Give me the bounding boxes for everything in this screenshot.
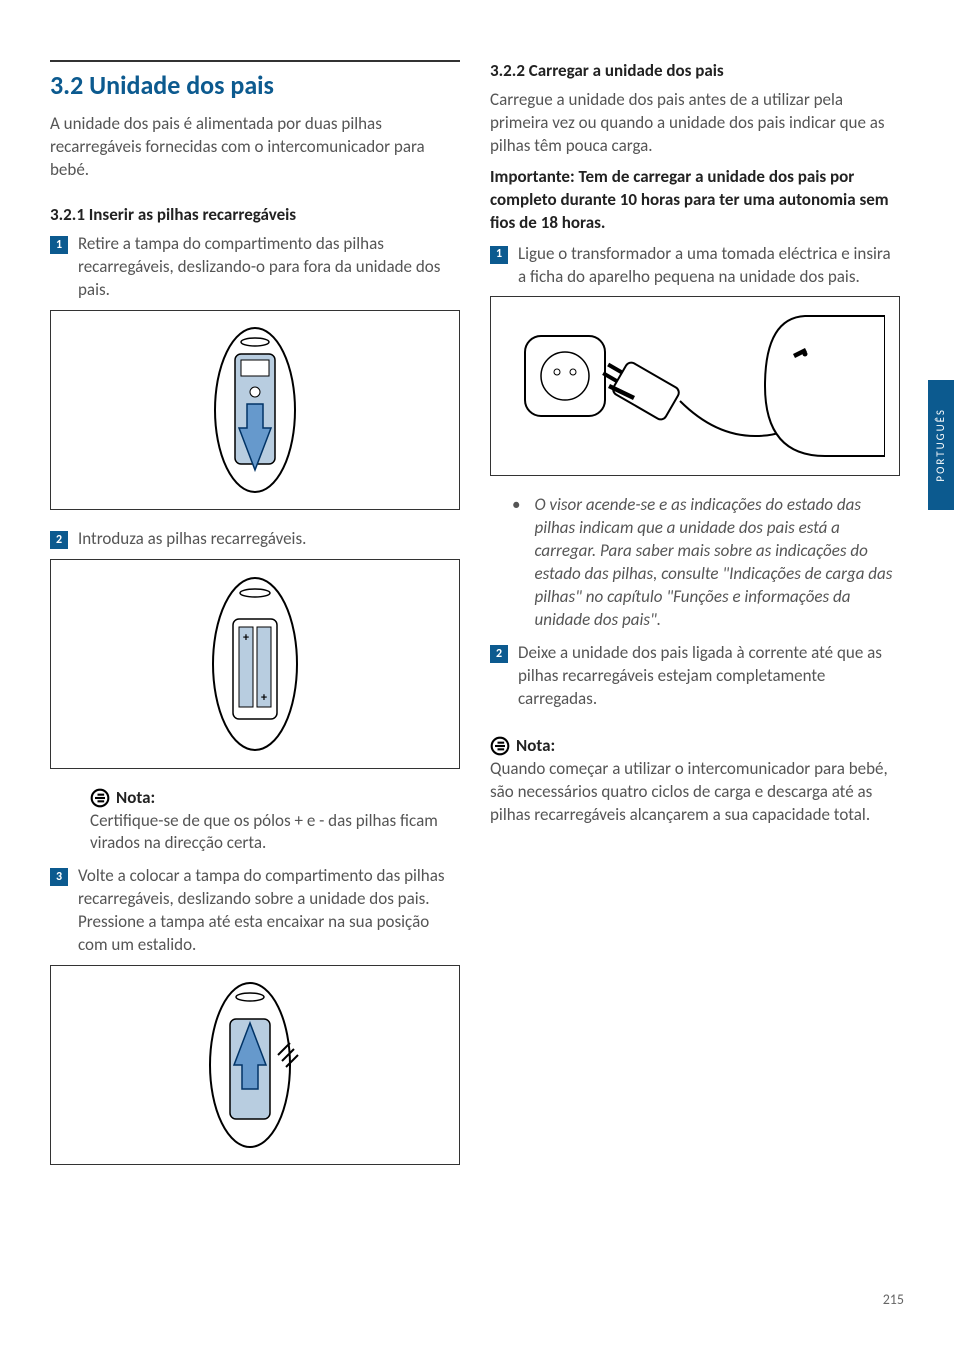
step-number-3: 3 [50, 868, 68, 886]
figure-insert-batteries: + + [50, 559, 460, 769]
note-label: Nota: [116, 787, 155, 810]
subsection-322: 3.2.2 Carregar a unidade dos pais [490, 60, 900, 83]
note-icon [490, 736, 510, 756]
right-step-1: 1 Ligue o transformador a uma tomada elé… [490, 243, 900, 289]
step-number-1: 1 [50, 236, 68, 254]
right-step-1-text: Ligue o transformador a uma tomada eléct… [518, 243, 900, 289]
step-2-text: Introduza as pilhas recarregáveis. [78, 528, 460, 551]
intro-paragraph: A unidade dos pais é alimentada por duas… [50, 113, 460, 182]
step-1-text: Retire a tampa do compartimento das pilh… [78, 233, 460, 302]
intro-322: Carregue a unidade dos pais antes de a u… [490, 89, 900, 158]
right-step-2-text: Deixe a unidade dos pais ligada à corren… [518, 642, 900, 711]
important-note: Importante: Tem de carregar a unidade do… [490, 166, 900, 235]
right-note-label: Nota: [516, 735, 555, 758]
step-3-text: Volte a colocar a tampa do compartimento… [78, 865, 460, 957]
step-2: 2 Introduza as pilhas recarregáveis. [50, 528, 460, 551]
bullet-dot: • [512, 494, 520, 632]
right-note-heading: Nota: [490, 735, 900, 758]
subsection-321: 3.2.1 Inserir as pilhas recarregáveis [50, 204, 460, 227]
note-body: Certifique-se de que os pólos + e - das … [90, 810, 460, 856]
step-3: 3 Volte a colocar a tampa do compartimen… [50, 865, 460, 957]
right-note-body: Quando começar a utilizar o intercomunic… [490, 758, 900, 827]
figure-remove-cover [50, 310, 460, 510]
step-number-2: 2 [50, 531, 68, 549]
right-step-number-1: 1 [490, 246, 508, 264]
right-step-2: 2 Deixe a unidade dos pais ligada à corr… [490, 642, 900, 711]
section-title: 3.2 Unidade dos pais [50, 60, 460, 103]
note-icon [90, 788, 110, 808]
language-tab-text: PORTUGUÊS [934, 408, 949, 482]
info-bullet: • O visor acende-se e as indicações do e… [490, 494, 900, 632]
bullet-text: O visor acende-se e as indicações do est… [534, 494, 900, 632]
svg-text:+: + [243, 631, 249, 645]
right-step-number-2: 2 [490, 645, 508, 663]
language-tab: PORTUGUÊS [928, 380, 954, 510]
note-heading: Nota: [90, 787, 460, 810]
step-1: 1 Retire a tampa do compartimento das pi… [50, 233, 460, 302]
page-number: 215 [883, 1291, 904, 1310]
svg-text:+: + [261, 691, 267, 705]
figure-replace-cover [50, 965, 460, 1165]
figure-charger [490, 296, 900, 476]
